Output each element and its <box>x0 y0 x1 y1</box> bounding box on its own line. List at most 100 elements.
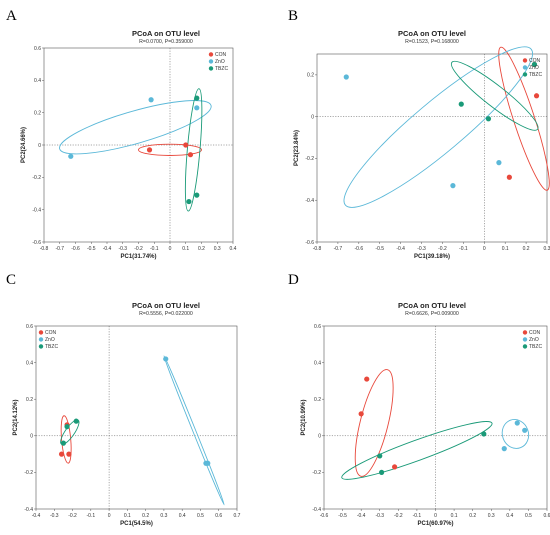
y-tick-label: 0.2 <box>26 397 33 403</box>
x-tick-label: 0.2 <box>523 246 530 252</box>
legend-label-zno: ZnO <box>529 65 539 71</box>
data-point-zno <box>343 74 349 80</box>
y-tick-label: -0.4 <box>32 207 41 213</box>
y-axis-label: PC2(23.84%) <box>294 130 300 166</box>
legend-marker-tbzc <box>522 72 528 77</box>
ellipse-tbzc <box>450 60 539 131</box>
x-tick-label: -0.4 <box>32 513 41 519</box>
x-tick-label: -0.2 <box>438 246 447 252</box>
y-tick-label: 0.6 <box>26 324 33 330</box>
x-tick-label: 0.5 <box>525 513 532 519</box>
legend-label-con: CON <box>529 58 541 64</box>
data-point-tbzc <box>194 95 200 101</box>
data-point-con <box>183 142 189 148</box>
data-point-zno <box>148 97 154 103</box>
x-tick-label: 0.4 <box>230 246 237 252</box>
legend-marker-con <box>38 330 44 335</box>
panel-label: C <box>6 272 16 288</box>
x-tick-label: 0.1 <box>182 246 189 252</box>
x-tick-label: -0.2 <box>134 246 143 252</box>
data-point-con <box>358 411 364 417</box>
legend-marker-zno <box>38 337 44 342</box>
data-point-tbzc <box>194 192 200 198</box>
x-tick-label: -0.4 <box>357 513 366 519</box>
legend-label-tbzc: TBZC <box>529 344 542 350</box>
y-tick-label: -0.4 <box>312 507 321 513</box>
legend-marker-zno <box>522 337 528 342</box>
data-point-tbzc <box>64 424 70 430</box>
x-tick-label: 0.3 <box>488 513 495 519</box>
plot-frame <box>316 53 548 243</box>
data-point-tbzc <box>481 431 487 437</box>
x-axis-label: PC1(60.97%) <box>417 521 453 527</box>
chart-title: PCoA on OTU level <box>132 301 200 310</box>
y-tick-label: 0.4 <box>314 360 321 366</box>
x-tick-label: -0.6 <box>320 513 329 519</box>
chart-title: PCoA on OTU level <box>398 301 466 310</box>
y-tick-label: 0.6 <box>34 46 41 52</box>
y-tick-label: 0.4 <box>26 360 33 366</box>
x-tick-label: -0.2 <box>68 513 77 519</box>
y-tick-label: 0.2 <box>314 397 321 403</box>
data-point-con <box>66 451 72 457</box>
x-tick-label: -0.8 <box>40 246 49 252</box>
panel-label: D <box>288 272 299 288</box>
x-tick-label: 0.2 <box>198 246 205 252</box>
x-tick-label: -0.5 <box>338 513 347 519</box>
data-point-con <box>506 174 512 180</box>
y-axis-label: PC2(24.66%) <box>21 127 27 163</box>
x-tick-label: 0.2 <box>142 513 149 519</box>
chart-subtitle: R=0.6626, P=0.009000 <box>405 311 459 317</box>
ellipse-tbzc <box>341 421 493 480</box>
legend-marker-tbzc <box>522 344 528 349</box>
x-tick-label: -0.3 <box>375 513 384 519</box>
data-point-zno <box>163 356 169 362</box>
ellipse-tbzc <box>184 88 203 212</box>
x-axis-label: PC1(31.74%) <box>120 254 156 260</box>
chart-title: PCoA on OTU level <box>132 29 200 38</box>
y-axis-label: PC2(14.12%) <box>13 399 19 435</box>
y-tick-label: 0.4 <box>34 78 41 84</box>
data-point-tbzc <box>531 61 538 68</box>
chart-subtitle: R=0.1523, P=0.168000 <box>405 39 459 45</box>
x-tick-label: -0.3 <box>417 246 426 252</box>
x-tick-label: -0.7 <box>334 246 343 252</box>
x-tick-label: -0.3 <box>118 246 127 252</box>
x-tick-label: 0 <box>434 513 437 519</box>
legend-marker-tbzc <box>38 344 44 349</box>
x-tick-label: -0.7 <box>55 246 64 252</box>
x-tick-label: 0.1 <box>451 513 458 519</box>
x-tick-label: 0.7 <box>234 513 241 519</box>
x-tick-label: 0.1 <box>124 513 131 519</box>
x-tick-label: 0.4 <box>506 513 513 519</box>
data-point-zno <box>68 153 74 159</box>
chart-subtitle: R=0.5556, P=0.022000 <box>139 311 193 317</box>
y-tick-label: 0.6 <box>314 324 321 330</box>
legend-label-zno: ZnO <box>529 337 539 343</box>
data-point-tbzc <box>186 198 192 205</box>
data-point-tbzc <box>377 453 383 459</box>
x-tick-label: -0.5 <box>87 246 96 252</box>
x-tick-label: 0.6 <box>215 513 222 519</box>
data-point-tbzc <box>379 469 385 475</box>
legend-marker-zno <box>522 65 528 70</box>
ellipse-con <box>354 369 394 477</box>
x-tick-label: -0.4 <box>103 246 112 252</box>
data-point-con <box>187 152 194 158</box>
y-tick-label: 0 <box>318 434 321 440</box>
panel-label: A <box>6 8 17 24</box>
ellipse-zno <box>59 100 212 155</box>
y-tick-label: -0.2 <box>24 470 33 476</box>
data-point-con <box>146 147 153 153</box>
legend-marker-zno <box>208 59 214 64</box>
y-tick-label: -0.2 <box>312 470 321 476</box>
y-tick-label: -0.6 <box>32 240 41 246</box>
x-tick-label: -0.6 <box>355 246 364 252</box>
x-tick-label: 0 <box>108 513 111 519</box>
ellipse-con <box>138 143 202 156</box>
x-tick-label: -0.4 <box>396 246 405 252</box>
data-point-tbzc <box>485 116 492 122</box>
